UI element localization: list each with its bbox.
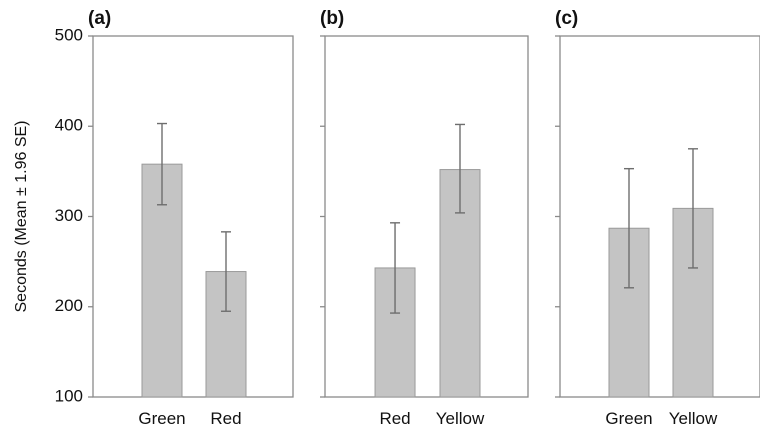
- panel-label: (b): [320, 8, 344, 29]
- x-category-label: Green: [605, 409, 652, 428]
- x-category-label: Red: [379, 409, 410, 428]
- plot-frame: [92, 35, 294, 398]
- y-tick-label: 300: [55, 206, 83, 225]
- x-category-label: Green: [138, 409, 185, 428]
- y-tick-label: 400: [55, 116, 83, 135]
- y-tick-label: 200: [55, 296, 83, 315]
- x-category-label: Red: [210, 409, 241, 428]
- plot-frame: [324, 35, 529, 398]
- y-axis-label: Seconds (Mean ± 1.96 SE): [13, 121, 30, 313]
- x-category-label: Yellow: [669, 409, 718, 428]
- panel-label: (c): [555, 8, 578, 29]
- y-tick-label: 500: [55, 25, 83, 44]
- panel-label: (a): [88, 8, 111, 29]
- y-tick-label: 100: [55, 386, 83, 405]
- x-category-label: Yellow: [436, 409, 485, 428]
- plot-frame: [559, 35, 760, 398]
- bar: [374, 267, 416, 398]
